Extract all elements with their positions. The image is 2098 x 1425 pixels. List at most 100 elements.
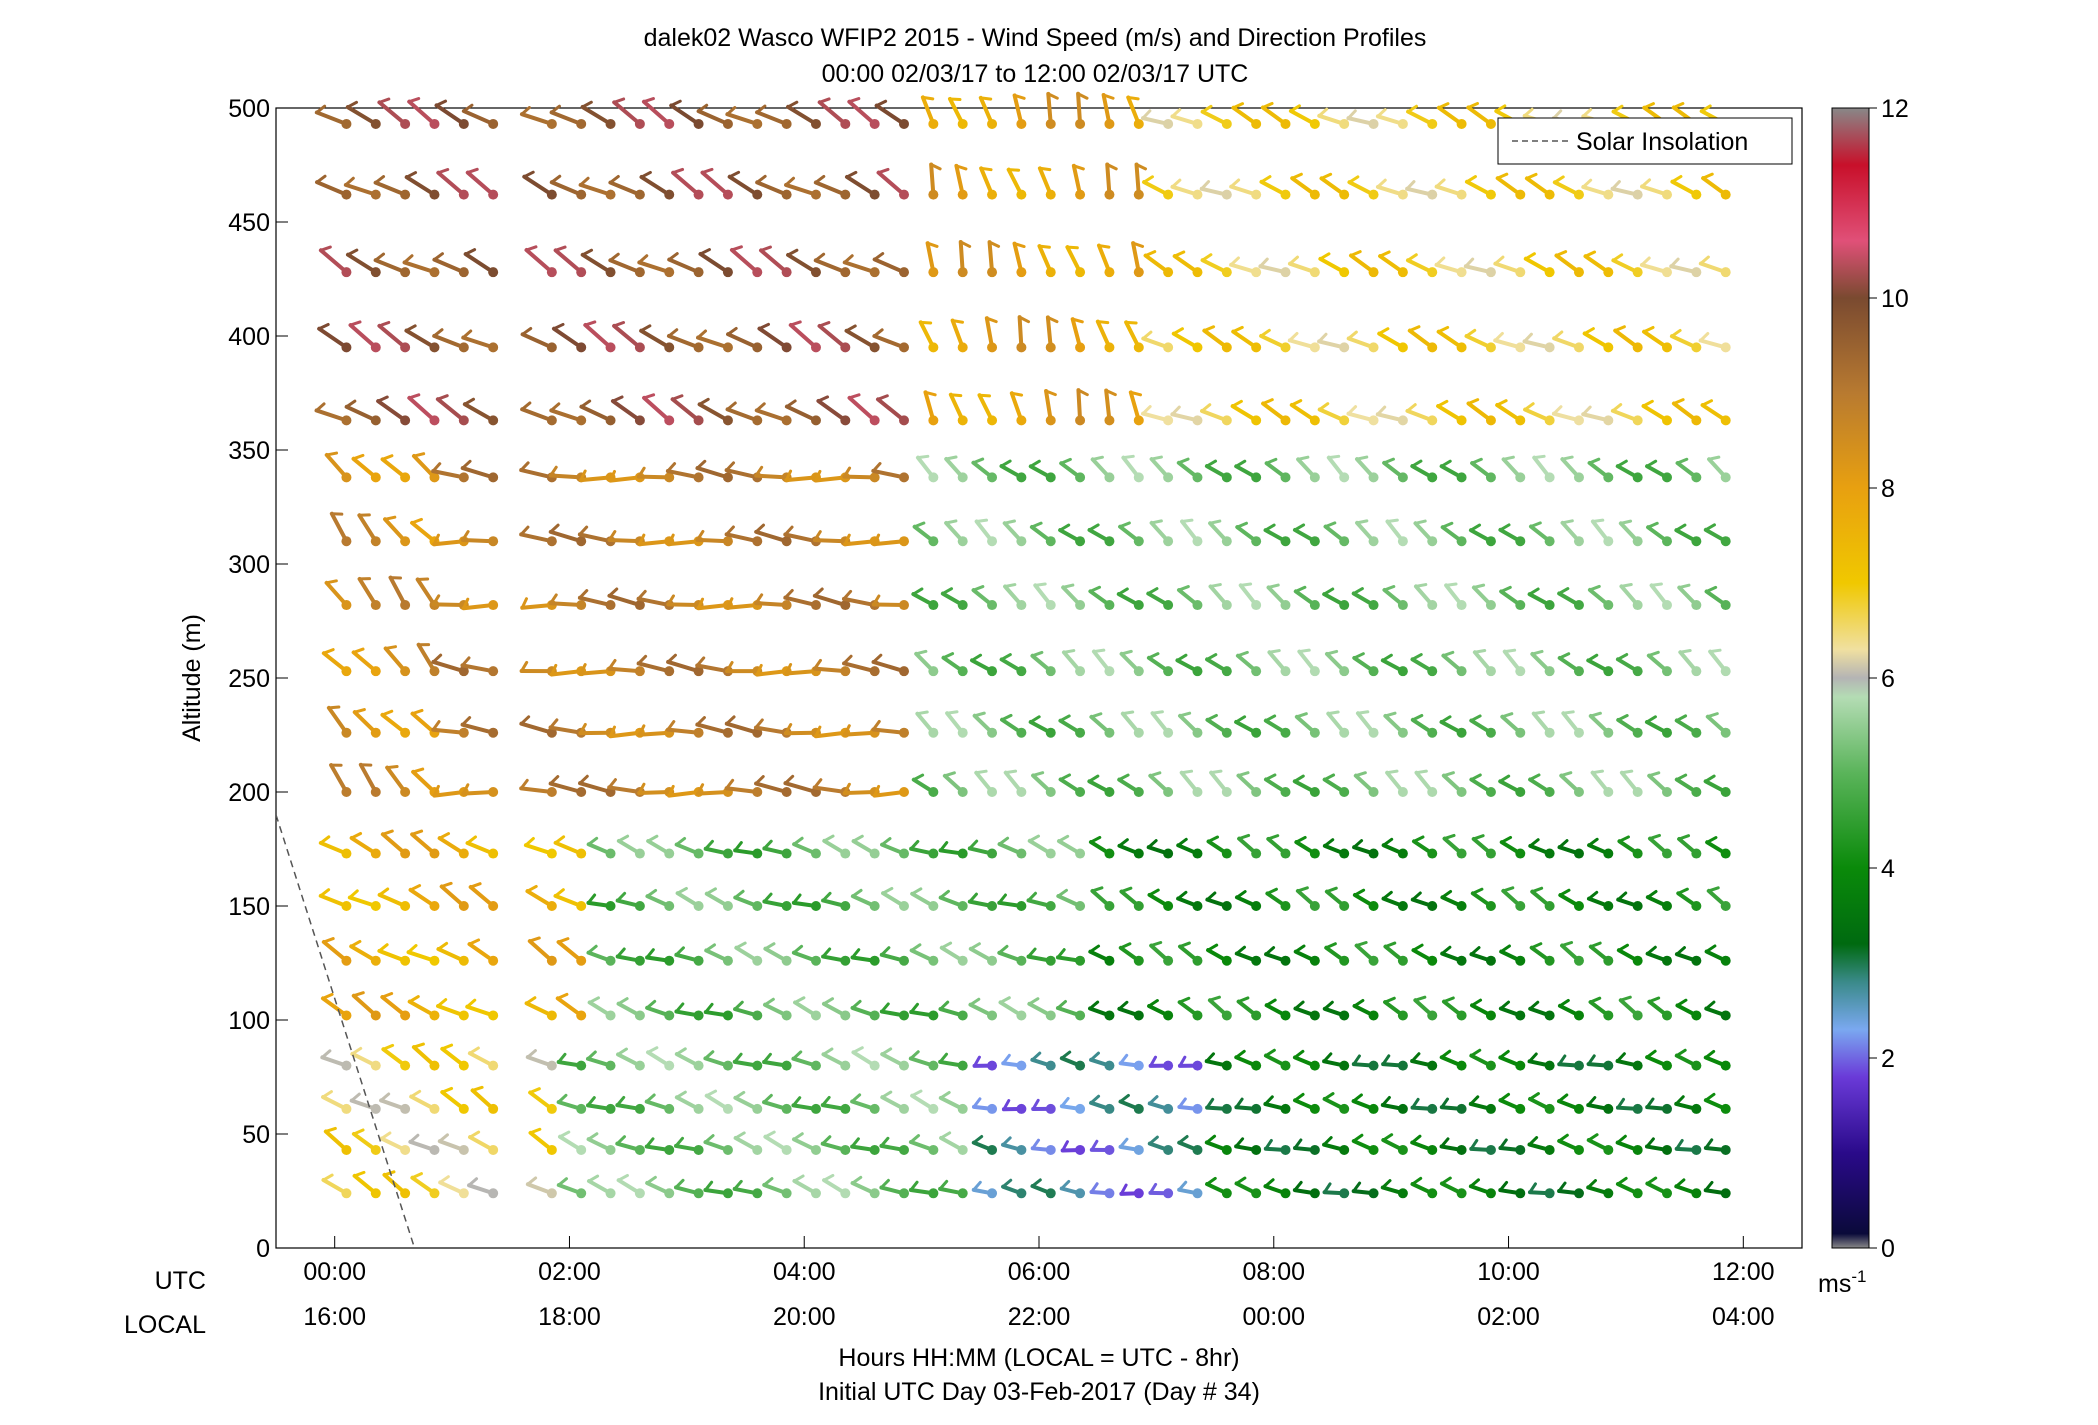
wind-barb bbox=[1070, 317, 1086, 353]
wind-barb-dot bbox=[1192, 787, 1203, 797]
wind-barb bbox=[1012, 93, 1027, 129]
wind-barb-dot bbox=[1573, 189, 1584, 200]
wind-barb-flag bbox=[1172, 327, 1184, 336]
wind-barb-dot bbox=[1515, 472, 1526, 483]
wind-barb-shaft bbox=[317, 326, 349, 350]
wind-barb-flag bbox=[1119, 1093, 1130, 1104]
y-tick-label: 300 bbox=[228, 551, 270, 579]
wind-barb-dot bbox=[752, 1010, 763, 1021]
wind-barb-dot bbox=[1075, 901, 1086, 911]
wind-barb-flag bbox=[1436, 399, 1449, 408]
wind-barb-flag bbox=[465, 998, 477, 1009]
wind-barb-flag bbox=[431, 720, 441, 732]
wind-barb bbox=[1557, 1133, 1584, 1155]
wind-barb-shaft bbox=[725, 112, 760, 126]
wind-barb bbox=[1588, 941, 1614, 966]
wind-barb-dot bbox=[1045, 472, 1056, 483]
wind-barb-flag bbox=[466, 167, 479, 175]
wind-barb-dot bbox=[1573, 727, 1584, 738]
wind-barb-flag bbox=[754, 718, 764, 730]
wind-barb-flag bbox=[939, 1090, 951, 1100]
wind-barb-flag bbox=[1089, 1182, 1099, 1194]
wind-barb-dot bbox=[928, 1144, 939, 1155]
wind-barb-dot bbox=[869, 118, 880, 129]
wind-barb-dot bbox=[1544, 267, 1555, 278]
wind-barb bbox=[320, 1049, 352, 1071]
wind-barb-dot bbox=[1221, 415, 1232, 426]
wind-barb-dot bbox=[1544, 415, 1555, 426]
wind-barb-dot bbox=[1104, 342, 1115, 353]
wind-barb-flag bbox=[550, 104, 561, 114]
wind-barb-dot bbox=[1720, 1010, 1731, 1021]
wind-barb-shaft bbox=[326, 705, 349, 735]
wind-barb-dot bbox=[1104, 901, 1115, 911]
wind-barb bbox=[548, 593, 587, 611]
wind-barb-dot bbox=[1163, 536, 1174, 547]
wind-barb-flag bbox=[319, 888, 331, 898]
wind-barb-flag bbox=[871, 719, 881, 731]
wind-barb-flag bbox=[548, 718, 559, 730]
wind-barb bbox=[1677, 834, 1702, 859]
wind-barb-flag bbox=[1322, 1052, 1333, 1063]
wind-barb bbox=[1619, 583, 1643, 611]
wind-barb-flag bbox=[1581, 178, 1593, 189]
wind-barb-dot bbox=[840, 1010, 851, 1021]
wind-barb bbox=[1469, 773, 1496, 797]
wind-barb-flag bbox=[1591, 769, 1604, 775]
wind-barb-dot bbox=[1427, 1144, 1438, 1155]
wind-barb bbox=[1087, 523, 1115, 547]
wind-barb-dot bbox=[1720, 1188, 1731, 1199]
wind-barb-dot bbox=[1427, 848, 1438, 859]
wind-barb-dot bbox=[1104, 600, 1115, 611]
wind-barb-shaft bbox=[415, 577, 437, 608]
wind-barb-dot bbox=[605, 1188, 616, 1199]
wind-barb bbox=[616, 834, 645, 859]
wind-barb-flag bbox=[1640, 256, 1651, 267]
wind-barb bbox=[1322, 773, 1350, 797]
wind-barb bbox=[763, 997, 792, 1021]
wind-barb-dot bbox=[869, 1103, 880, 1114]
wind-barb bbox=[1178, 941, 1203, 966]
wind-barb-dot bbox=[1515, 901, 1526, 911]
wind-barb-dot bbox=[341, 1144, 352, 1155]
wind-barb-shaft bbox=[696, 109, 730, 126]
wind-barb-shaft bbox=[844, 174, 877, 197]
wind-barb-dot bbox=[576, 189, 587, 200]
wind-barb-dot bbox=[957, 118, 968, 129]
wind-barb-flag bbox=[951, 319, 964, 324]
wind-barb-dot bbox=[1691, 1060, 1702, 1071]
wind-barb-flag bbox=[461, 716, 472, 727]
wind-barb-flag bbox=[1471, 887, 1484, 895]
wind-barb-dot bbox=[840, 415, 851, 426]
wind-barb bbox=[1265, 887, 1291, 911]
wind-barb-flag bbox=[1675, 946, 1686, 956]
wind-barb-flag bbox=[520, 401, 532, 411]
wind-barb bbox=[1149, 455, 1174, 483]
wind-barb bbox=[1381, 1133, 1408, 1155]
wind-barb-flag bbox=[607, 778, 617, 789]
wind-barb bbox=[1200, 253, 1232, 278]
wind-barb-flag bbox=[1317, 107, 1329, 118]
wind-barb-flag bbox=[646, 834, 659, 843]
wind-barb-dot bbox=[1221, 1188, 1232, 1199]
wind-barb-flag bbox=[793, 996, 806, 1004]
wind-barb-dot bbox=[1104, 1144, 1115, 1155]
wind-barb-shaft bbox=[813, 180, 848, 197]
wind-barb-flag bbox=[1677, 834, 1691, 841]
wind-barb bbox=[636, 654, 675, 677]
wind-barb-dot bbox=[1573, 901, 1584, 911]
wind-barb-dot bbox=[781, 1188, 792, 1199]
wind-barb-flag bbox=[696, 783, 705, 796]
wind-barb-flag bbox=[842, 466, 852, 479]
wind-barb bbox=[1552, 330, 1584, 353]
colorbar-tick-label: 10 bbox=[1881, 285, 1909, 313]
wind-barb-flag bbox=[880, 837, 892, 847]
wind-barb-dot bbox=[810, 267, 821, 278]
wind-barb bbox=[971, 585, 998, 611]
wind-barb-dot bbox=[664, 1188, 675, 1199]
wind-barb bbox=[1351, 1093, 1379, 1114]
wind-barb bbox=[1383, 941, 1408, 966]
wind-barb-dot bbox=[1368, 536, 1379, 547]
wind-barb-flag bbox=[926, 241, 939, 248]
wind-barb-dot bbox=[1368, 1144, 1379, 1155]
